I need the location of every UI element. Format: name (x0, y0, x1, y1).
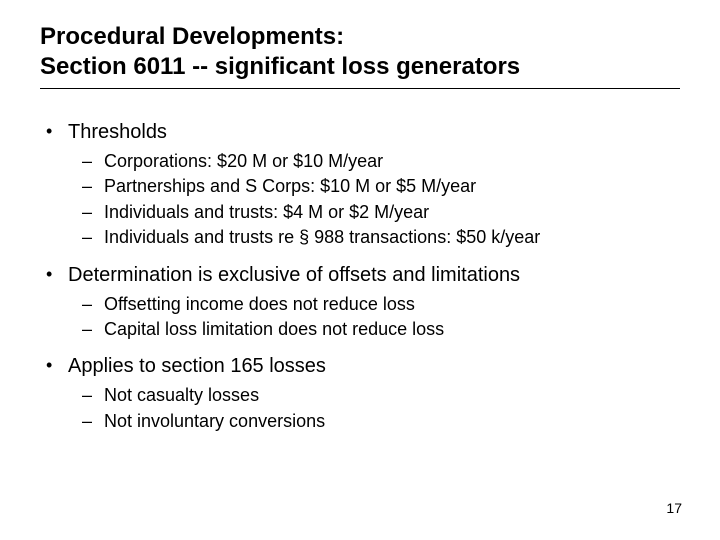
sub-bullet-item: Offsetting income does not reduce loss (68, 293, 680, 316)
bullet-list: Thresholds Corporations: $20 M or $10 M/… (40, 119, 680, 433)
sub-bullet-item: Not involuntary conversions (68, 410, 680, 433)
sub-bullet-list: Not casualty losses Not involuntary conv… (68, 384, 680, 433)
slide: Procedural Developments: Section 6011 --… (0, 0, 720, 540)
sub-bullet-text: Capital loss limitation does not reduce … (104, 319, 444, 339)
sub-bullet-text: Offsetting income does not reduce loss (104, 294, 415, 314)
bullet-item: Applies to section 165 losses Not casual… (40, 353, 680, 433)
slide-title: Procedural Developments: Section 6011 --… (40, 22, 680, 82)
sub-bullet-item: Individuals and trusts re § 988 transact… (68, 226, 680, 249)
sub-bullet-list: Offsetting income does not reduce loss C… (68, 293, 680, 342)
sub-bullet-text: Individuals and trusts re § 988 transact… (104, 227, 540, 247)
sub-bullet-item: Not casualty losses (68, 384, 680, 407)
title-line-2: Section 6011 -- significant loss generat… (40, 53, 520, 80)
bullet-item: Thresholds Corporations: $20 M or $10 M/… (40, 119, 680, 250)
sub-bullet-text: Corporations: $20 M or $10 M/year (104, 151, 383, 171)
title-line-1: Procedural Developments: (40, 23, 344, 50)
sub-bullet-item: Individuals and trusts: $4 M or $2 M/yea… (68, 201, 680, 224)
bullet-text: Thresholds (68, 121, 167, 143)
sub-bullet-text: Not involuntary conversions (104, 411, 325, 431)
sub-bullet-text: Individuals and trusts: $4 M or $2 M/yea… (104, 202, 429, 222)
sub-bullet-text: Partnerships and S Corps: $10 M or $5 M/… (104, 176, 476, 196)
bullet-text: Applies to section 165 losses (68, 355, 326, 377)
sub-bullet-list: Corporations: $20 M or $10 M/year Partne… (68, 150, 680, 250)
page-number: 17 (666, 500, 682, 516)
title-underline (40, 88, 680, 89)
sub-bullet-item: Partnerships and S Corps: $10 M or $5 M/… (68, 175, 680, 198)
bullet-item: Determination is exclusive of offsets an… (40, 262, 680, 342)
sub-bullet-item: Corporations: $20 M or $10 M/year (68, 150, 680, 173)
sub-bullet-text: Not casualty losses (104, 385, 259, 405)
bullet-text: Determination is exclusive of offsets an… (68, 264, 520, 286)
sub-bullet-item: Capital loss limitation does not reduce … (68, 318, 680, 341)
